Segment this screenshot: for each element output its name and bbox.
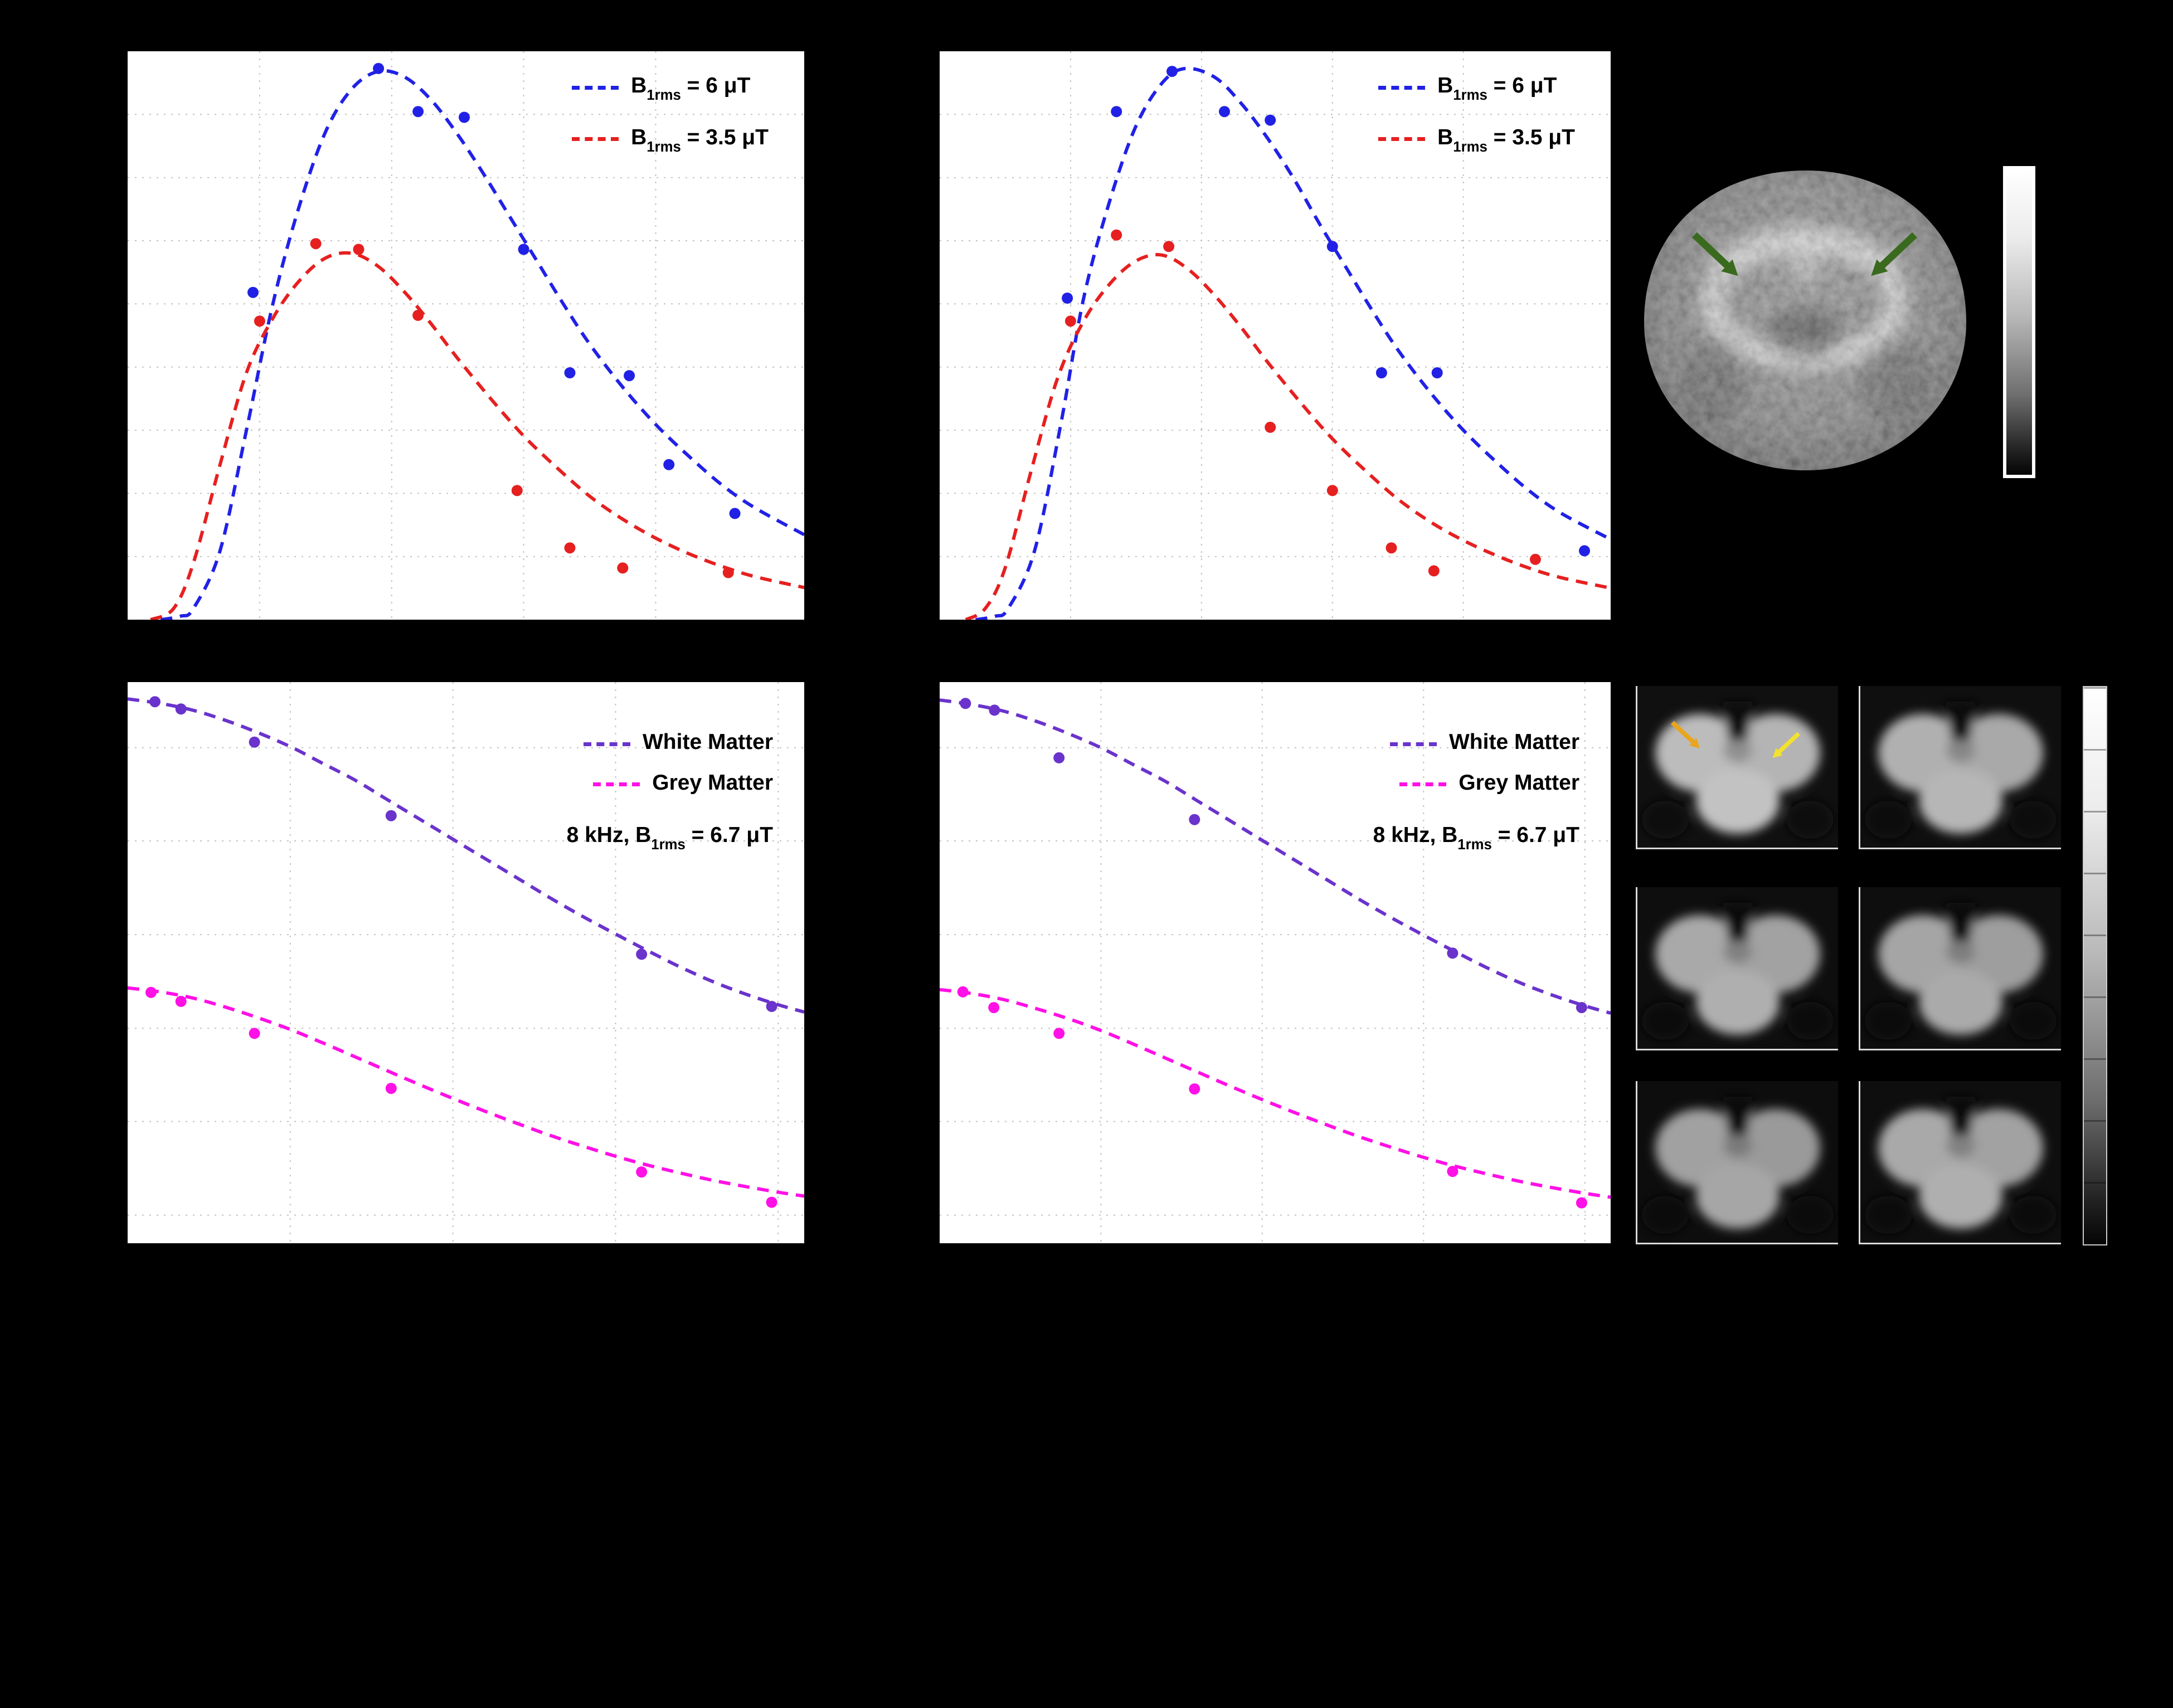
chart-canvas-bottom-left bbox=[128, 682, 804, 1243]
legend-item-white-matter: White Matter bbox=[584, 731, 773, 757]
cord-slice-image bbox=[1637, 686, 1838, 848]
legend-item-white-matter: White Matter bbox=[1390, 731, 1579, 757]
chart-canvas-top-middle bbox=[940, 51, 1611, 620]
cord-image-r3c1 bbox=[1636, 1081, 1838, 1244]
plot-top-left: B1rms = 6 μT B1rms = 3.5 μT bbox=[128, 51, 804, 620]
cord-image-r3c2 bbox=[1859, 1081, 2061, 1244]
legend-line-blue-icon bbox=[572, 85, 619, 90]
legend-label-b6: B1rms = 6 μT bbox=[1437, 74, 1557, 104]
legend-line-purple-icon bbox=[1390, 742, 1437, 746]
cord-image-r1c1 bbox=[1636, 686, 1838, 849]
legend-line-purple-icon bbox=[584, 742, 630, 746]
brain-axial-image bbox=[1644, 171, 1966, 470]
legend-label-b6: B1rms = 6 μT bbox=[631, 74, 751, 104]
legend-item-grey-matter: Grey Matter bbox=[1399, 772, 1579, 798]
legend-label-grey-matter: Grey Matter bbox=[652, 770, 773, 795]
cord-slice-image bbox=[1860, 686, 2061, 848]
cord-image-r1c2 bbox=[1859, 686, 2061, 849]
cord-slice-image bbox=[1860, 1081, 2061, 1243]
chart-canvas-top-left bbox=[128, 51, 804, 620]
legend-label-b35: B1rms = 3.5 μT bbox=[631, 125, 769, 155]
legend-bottom-left: White Matter Grey Matter 8 kHz, B1rms = … bbox=[566, 731, 773, 853]
legend-item-b35: B1rms = 3.5 μT bbox=[572, 125, 769, 155]
legend-line-red-icon bbox=[1378, 137, 1426, 142]
plot-bottom-middle: White Matter Grey Matter 8 kHz, B1rms = … bbox=[940, 682, 1611, 1243]
legend-bottom-middle: White Matter Grey Matter 8 kHz, B1rms = … bbox=[1373, 731, 1579, 853]
legend-top-middle: B1rms = 6 μT B1rms = 3.5 μT bbox=[1378, 74, 1575, 155]
cord-slice-image bbox=[1637, 1081, 1838, 1243]
legend-label-white-matter: White Matter bbox=[1449, 730, 1579, 754]
cord-image-r2c1 bbox=[1636, 887, 1838, 1050]
legend-line-red-icon bbox=[572, 137, 619, 142]
legend-label-grey-matter: Grey Matter bbox=[1459, 770, 1579, 795]
brain-panel bbox=[1632, 160, 1980, 481]
legend-label-white-matter: White Matter bbox=[643, 730, 773, 754]
brain-colorbar bbox=[2003, 166, 2035, 478]
cord-colorbar bbox=[2083, 686, 2107, 1245]
legend-item-b6: B1rms = 6 μT bbox=[572, 74, 751, 104]
cord-slice-image bbox=[1637, 887, 1838, 1049]
annotation-acquisition: 8 kHz, B1rms = 6.7 μT bbox=[566, 823, 773, 853]
legend-label-b35: B1rms = 3.5 μT bbox=[1437, 125, 1575, 155]
chart-canvas-bottom-middle bbox=[940, 682, 1611, 1243]
legend-item-grey-matter: Grey Matter bbox=[593, 772, 773, 798]
cord-image-r2c2 bbox=[1859, 887, 2061, 1050]
plot-top-middle: B1rms = 6 μT B1rms = 3.5 μT bbox=[940, 51, 1611, 620]
legend-top-left: B1rms = 6 μT B1rms = 3.5 μT bbox=[572, 74, 769, 155]
legend-line-blue-icon bbox=[1378, 85, 1426, 90]
legend-line-magenta-icon bbox=[593, 782, 640, 787]
plot-bottom-left: White Matter Grey Matter 8 kHz, B1rms = … bbox=[128, 682, 804, 1243]
legend-item-b6: B1rms = 6 μT bbox=[1378, 74, 1557, 104]
cord-slice-image bbox=[1860, 887, 2061, 1049]
annotation-acquisition: 8 kHz, B1rms = 6.7 μT bbox=[1373, 823, 1579, 853]
legend-item-b35: B1rms = 3.5 μT bbox=[1378, 125, 1575, 155]
legend-line-magenta-icon bbox=[1399, 782, 1447, 787]
